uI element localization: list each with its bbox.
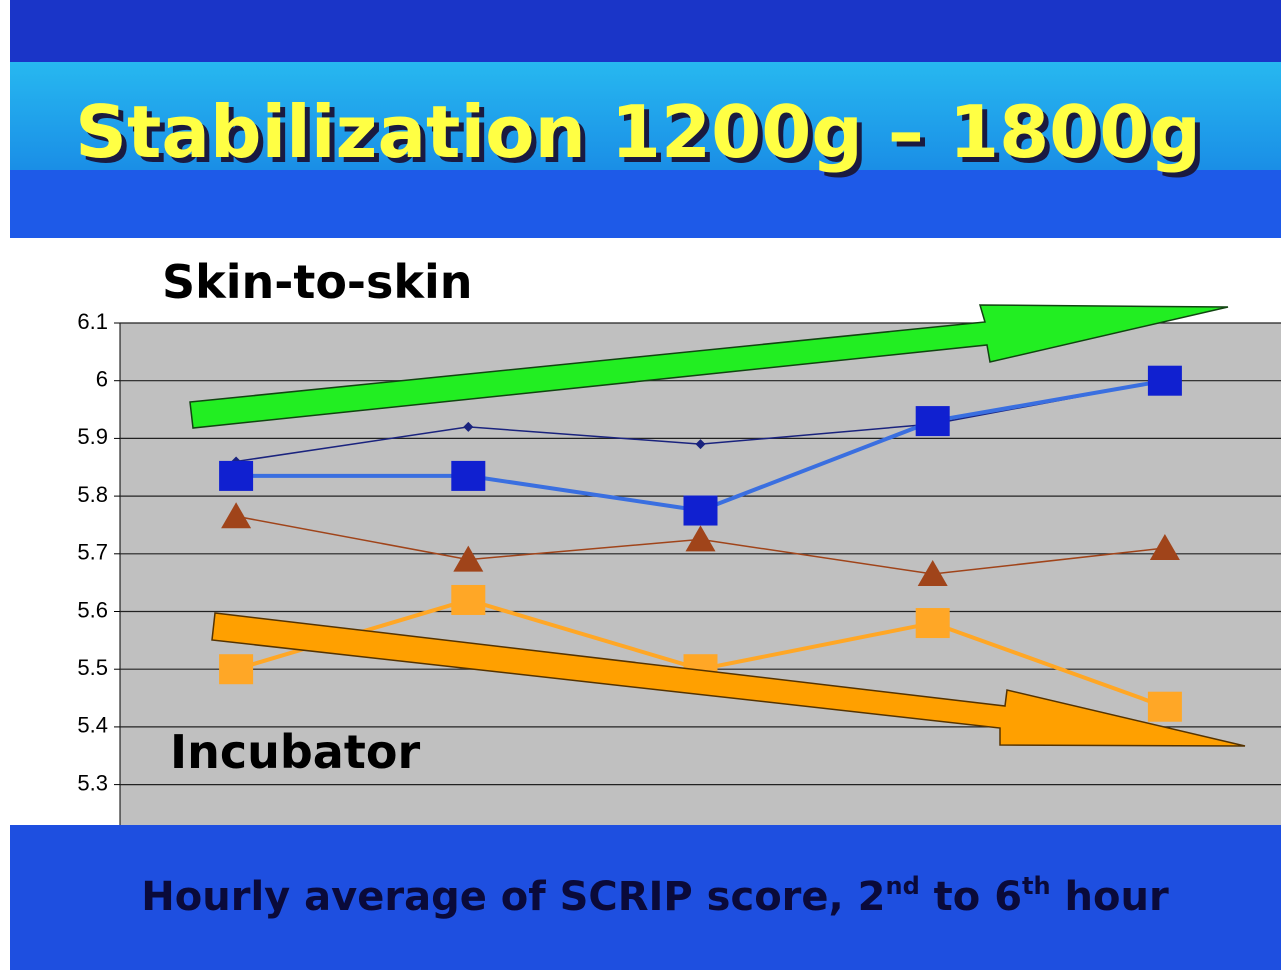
footer-band [10,825,1281,970]
marker [915,608,950,639]
marker [453,545,484,572]
mid-band [10,170,1281,238]
title-band [10,62,1281,170]
marker [1149,534,1180,561]
marker [451,584,486,615]
marker [917,560,948,586]
footer: Hourly average of SCRIP score, 2nd to 6t… [141,872,1169,920]
footer-sup: th [1022,872,1051,900]
marker [1147,691,1182,722]
marker [685,525,716,552]
marker [1147,365,1182,396]
y-tick-label: 5.4 [77,713,108,738]
marker [683,495,718,526]
y-tick-label: 5.9 [77,424,108,449]
annotation: Skin-to-skin [162,255,473,309]
y-tick-label: 6 [96,367,108,392]
marker [463,421,474,432]
y-tick-label: 5.7 [77,540,108,565]
series [219,365,1182,722]
marker [219,654,254,685]
annotation: Incubator [170,725,420,779]
top-band [10,0,1281,62]
left-margin [0,0,10,970]
y-tick-label: 5.3 [77,770,108,795]
footer-sup: nd [885,872,919,900]
title: Stabilization 1200g – 1800g [75,90,1201,174]
footer-text: to 6 [920,874,1022,920]
marker [695,439,706,450]
up-arrow [189,304,1229,429]
y-tick-label: 5.6 [77,597,108,622]
down-arrow [211,612,1246,747]
marker [451,460,486,491]
y-tick-label: 5.5 [77,655,108,680]
footer-text: hour [1051,874,1169,920]
marker [915,406,950,437]
marker [221,502,252,529]
y-tick-label: 5.8 [77,482,108,507]
footer-text: Hourly average of SCRIP score, 2 [141,874,885,920]
title-shadow: Stabilization 1200g – 1800g [80,95,1206,179]
y-tick-label: 6.1 [77,309,108,334]
marker [219,460,254,491]
